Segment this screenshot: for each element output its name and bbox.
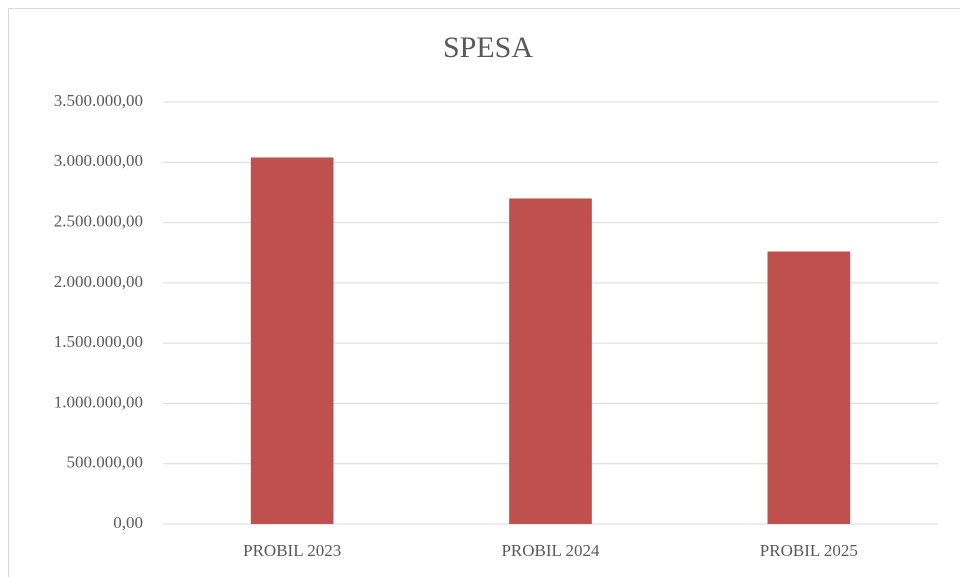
y-tick-label: 3.000.000,00 xyxy=(54,151,143,170)
y-tick-label: 2.000.000,00 xyxy=(54,272,143,291)
bar xyxy=(767,251,851,524)
x-tick-label: PROBIL 2024 xyxy=(501,541,600,560)
y-tick-label: 0,00 xyxy=(113,513,143,532)
y-tick-label: 2.500.000,00 xyxy=(54,211,143,230)
chart-title: SPESA xyxy=(443,31,533,64)
bar xyxy=(250,157,334,524)
y-tick-label: 500.000,00 xyxy=(67,453,144,472)
bar xyxy=(509,198,592,524)
x-tick-label: PROBIL 2025 xyxy=(760,541,858,560)
y-tick-label: 1.500.000,00 xyxy=(54,332,143,351)
y-tick-label: 1.000.000,00 xyxy=(54,392,143,411)
y-tick-label: 3.500.000,00 xyxy=(54,91,143,110)
x-tick-label: PROBIL 2023 xyxy=(243,541,341,560)
